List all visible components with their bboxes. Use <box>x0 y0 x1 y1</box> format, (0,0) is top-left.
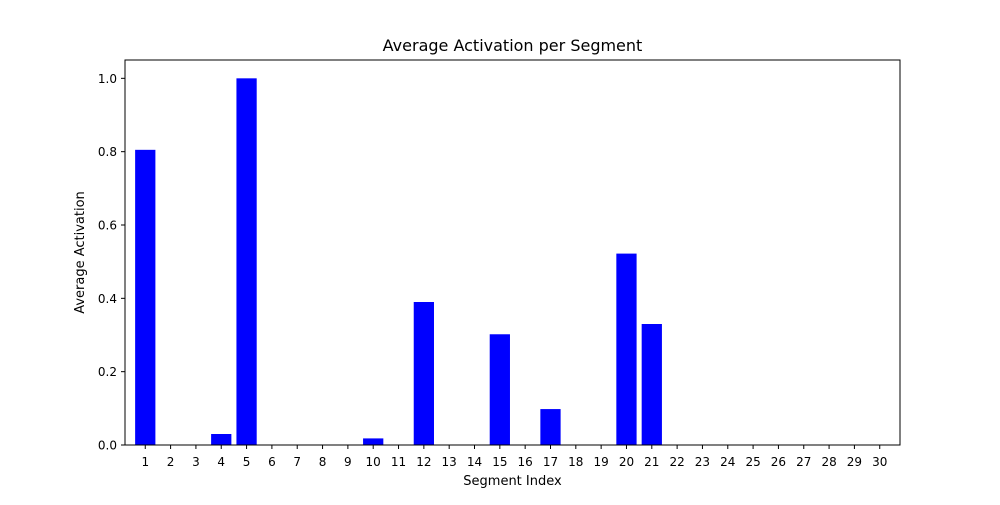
x-tick-label: 20 <box>619 455 634 469</box>
y-tick-label: 0.8 <box>98 145 117 159</box>
y-tick-label: 1.0 <box>98 72 117 86</box>
x-tick-label: 5 <box>243 455 251 469</box>
bar-segment-20 <box>616 253 637 445</box>
x-tick-label: 25 <box>745 455 760 469</box>
bar-segment-5 <box>236 78 257 445</box>
x-tick-label: 19 <box>593 455 608 469</box>
x-tick-label: 24 <box>720 455 735 469</box>
bar-segment-12 <box>413 302 434 445</box>
x-tick-label: 11 <box>391 455 406 469</box>
x-tick-label: 18 <box>568 455 583 469</box>
x-tick-label: 6 <box>268 455 276 469</box>
bars-group <box>135 78 662 445</box>
chart-title: Average Activation per Segment <box>383 36 643 55</box>
x-tick-label: 26 <box>771 455 786 469</box>
x-tick-label: 3 <box>192 455 200 469</box>
x-tick-label: 21 <box>644 455 659 469</box>
x-tick-label: 10 <box>366 455 381 469</box>
x-tick-label: 27 <box>796 455 811 469</box>
plot-frame <box>124 59 901 446</box>
bar-segment-4 <box>211 434 232 445</box>
y-tick-label: 0.2 <box>98 365 117 379</box>
x-tick-label: 7 <box>293 455 301 469</box>
x-tick-label: 13 <box>442 455 457 469</box>
bar-segment-17 <box>540 409 561 445</box>
x-axis-ticks: 1 2 3 4 5 6 7 8 9 10 11 12 13 14 15 16 17 18 19 20 21 22 23 24 2… <box>141 445 887 469</box>
bar-segment-1 <box>135 149 156 445</box>
bar-segment-10 <box>363 438 384 445</box>
x-tick-label: 15 <box>492 455 507 469</box>
bar-segment-15 <box>489 334 510 445</box>
x-tick-label: 23 <box>695 455 710 469</box>
x-tick-label: 9 <box>344 455 352 469</box>
x-tick-label: 22 <box>669 455 684 469</box>
y-axis-ticks: 0.0 0.2 0.4 0.6 0.8 1.0 <box>98 72 125 453</box>
x-tick-label: 17 <box>543 455 558 469</box>
x-tick-label: 1 <box>141 455 149 469</box>
x-tick-label: 30 <box>872 455 887 469</box>
y-tick-label: 0.6 <box>98 219 117 233</box>
y-tick-label: 0.4 <box>98 292 117 306</box>
bar-segment-21 <box>641 324 662 445</box>
x-tick-label: 4 <box>217 455 225 469</box>
x-tick-label: 29 <box>847 455 862 469</box>
x-tick-label: 2 <box>167 455 175 469</box>
y-axis-label: Average Activation <box>73 191 88 314</box>
x-tick-label: 14 <box>467 455 482 469</box>
x-tick-label: 16 <box>518 455 533 469</box>
x-tick-label: 8 <box>319 455 327 469</box>
x-axis-label: Segment Index <box>463 474 562 489</box>
x-tick-label: 12 <box>416 455 431 469</box>
y-tick-label: 0.0 <box>98 439 117 453</box>
x-tick-label: 28 <box>821 455 836 469</box>
